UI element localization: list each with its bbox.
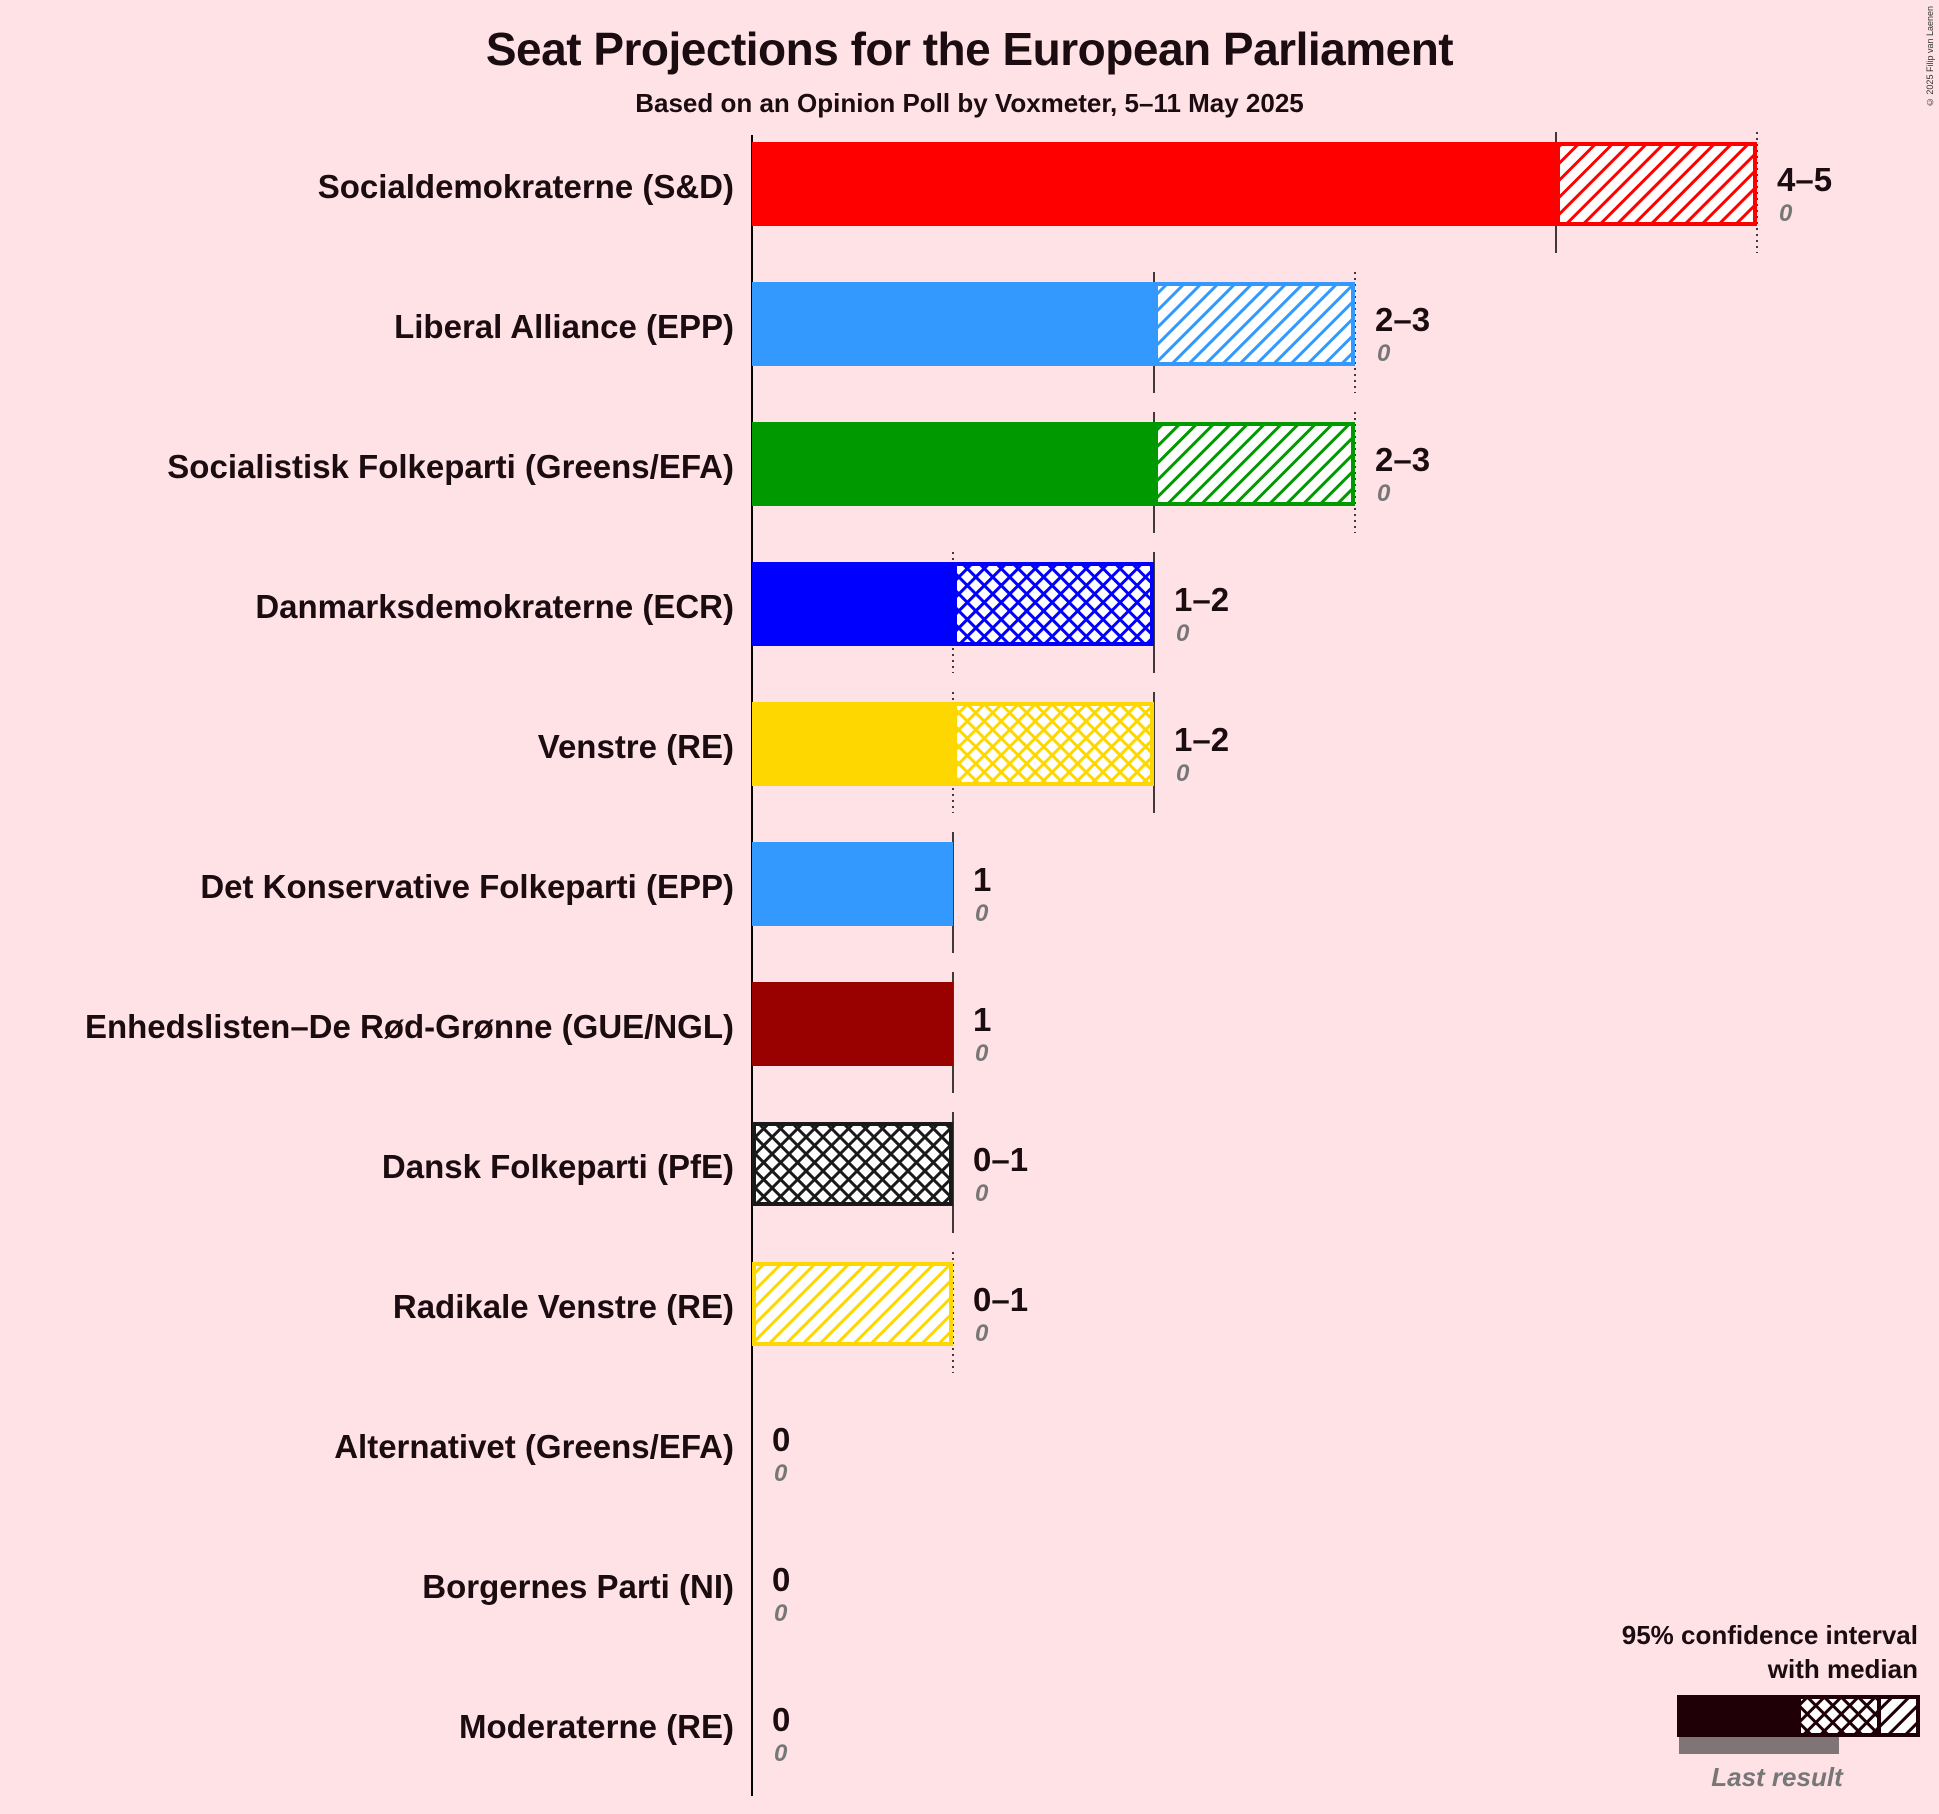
seat-range-label: 0	[772, 1421, 790, 1458]
last-result-label: 0	[1377, 340, 1391, 367]
seat-range-label: 1	[973, 861, 991, 898]
seat-range-label: 4–5	[1777, 161, 1832, 198]
party-label: Liberal Alliance (EPP)	[394, 308, 734, 345]
party-label: Socialdemokraterne (S&D)	[318, 168, 734, 205]
legend-title-line1: 95% confidence interval	[1622, 1620, 1918, 1650]
bars	[752, 142, 1757, 1346]
bar-solid-enhedslisten-de-r-d-gr-nne-gue-ngl	[752, 982, 953, 1066]
party-label: Moderaterne (RE)	[459, 1708, 734, 1745]
last-result-label: 0	[1377, 480, 1391, 507]
legend-last-result-label: Last result	[1711, 1762, 1844, 1792]
seat-range-label: 0–1	[973, 1281, 1028, 1318]
legend-title-line2: with median	[1767, 1654, 1918, 1684]
bar-solid-danmarksdemokraterne-ecr	[752, 562, 953, 646]
last-result-label: 0	[1176, 760, 1190, 787]
party-label: Venstre (RE)	[538, 728, 734, 765]
bar-interval-socialdemokraterne-s-d	[1556, 142, 1757, 226]
bar-interval-dansk-folkeparti-pfe	[752, 1122, 953, 1206]
last-result-label: 0	[975, 1180, 989, 1207]
bar-interval-socialistisk-folkeparti-greens-efa	[1154, 422, 1355, 506]
grid-lines	[751, 132, 1758, 1796]
bar-solid-socialistisk-folkeparti-greens-efa	[752, 422, 1154, 506]
party-label: Borgernes Parti (NI)	[422, 1568, 734, 1605]
last-result-label: 0	[774, 1460, 788, 1487]
last-result-label: 0	[774, 1740, 788, 1767]
party-label: Socialistisk Folkeparti (Greens/EFA)	[167, 448, 734, 485]
legend-cross-swatch	[1797, 1695, 1881, 1737]
seat-range-label: 2–3	[1375, 441, 1430, 478]
party-label: Enhedslisten–De Rød-Grønne (GUE/NGL)	[85, 1008, 734, 1045]
party-label: Det Konservative Folkeparti (EPP)	[200, 868, 734, 905]
bar-solid-liberal-alliance-epp	[752, 282, 1154, 366]
bar-solid-venstre-re	[752, 702, 953, 786]
last-result-label: 0	[1779, 200, 1793, 227]
seat-range-label: 0–1	[973, 1141, 1028, 1178]
last-result-label: 0	[1176, 620, 1190, 647]
legend-last-result-swatch	[1679, 1737, 1839, 1754]
last-result-label: 0	[975, 1040, 989, 1067]
bar-interval-danmarksdemokraterne-ecr	[953, 562, 1154, 646]
legend: 95% confidence interval with median Last r…	[1622, 1620, 1920, 1792]
party-label: Danmarksdemokraterne (ECR)	[255, 588, 734, 625]
party-label: Dansk Folkeparti (PfE)	[382, 1148, 734, 1185]
bar-interval-liberal-alliance-epp	[1154, 282, 1355, 366]
seat-range-label: 1–2	[1174, 721, 1229, 758]
bar-interval-radikale-venstre-re	[752, 1262, 953, 1346]
last-result-label: 0	[774, 1600, 788, 1627]
seat-range-label: 1–2	[1174, 581, 1229, 618]
party-label: Radikale Venstre (RE)	[393, 1288, 734, 1325]
bar-solid-det-konservative-folkeparti-epp	[752, 842, 953, 926]
chart-title: Seat Projections for the European Parlia…	[485, 23, 1454, 75]
party-label: Alternativet (Greens/EFA)	[334, 1428, 734, 1465]
legend-diagonal-swatch	[1877, 1695, 1920, 1737]
bar-interval-venstre-re	[953, 702, 1154, 786]
legend-solid-swatch	[1677, 1695, 1799, 1737]
last-result-label: 0	[975, 1320, 989, 1347]
bar-solid-socialdemokraterne-s-d	[752, 142, 1556, 226]
chart-subtitle: Based on an Opinion Poll by Voxmeter, 5–…	[635, 88, 1304, 118]
seat-range-label: 1	[973, 1001, 991, 1038]
seat-range-label: 0	[772, 1701, 790, 1738]
last-result-label: 0	[975, 900, 989, 927]
seat-range-label: 0	[772, 1561, 790, 1598]
seat-range-label: 2–3	[1375, 301, 1430, 338]
